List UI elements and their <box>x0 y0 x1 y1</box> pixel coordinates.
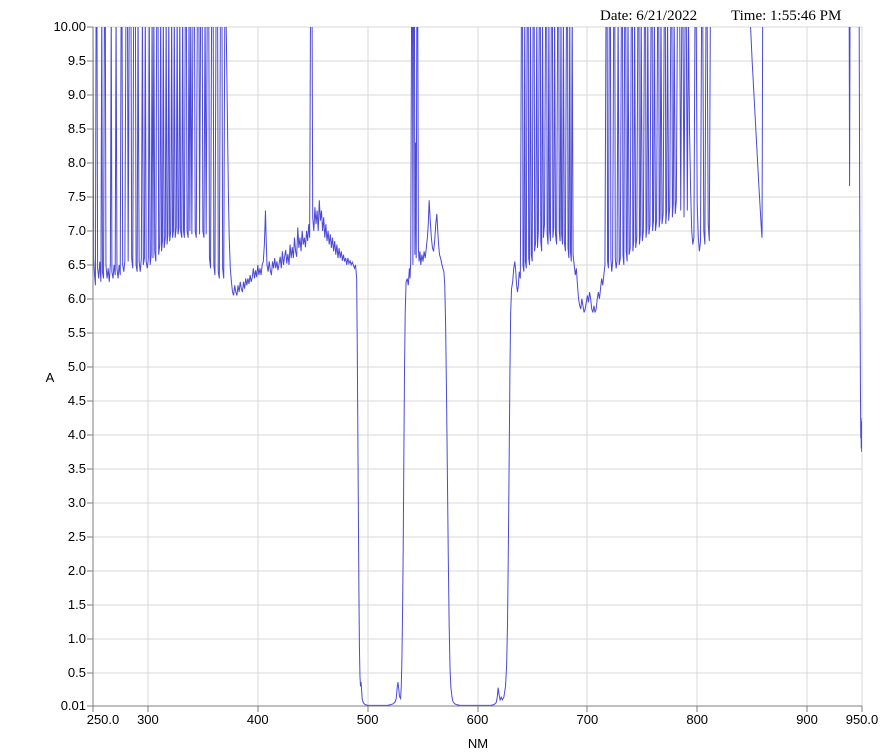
date-stamp: Date: 6/21/2022 <box>600 8 698 24</box>
spectrum-trace <box>93 27 862 706</box>
x-axis-title: NM <box>467 736 489 751</box>
time-stamp: Time: 1:55:46 PM <box>731 8 842 24</box>
y-axis-title: A <box>45 370 55 385</box>
